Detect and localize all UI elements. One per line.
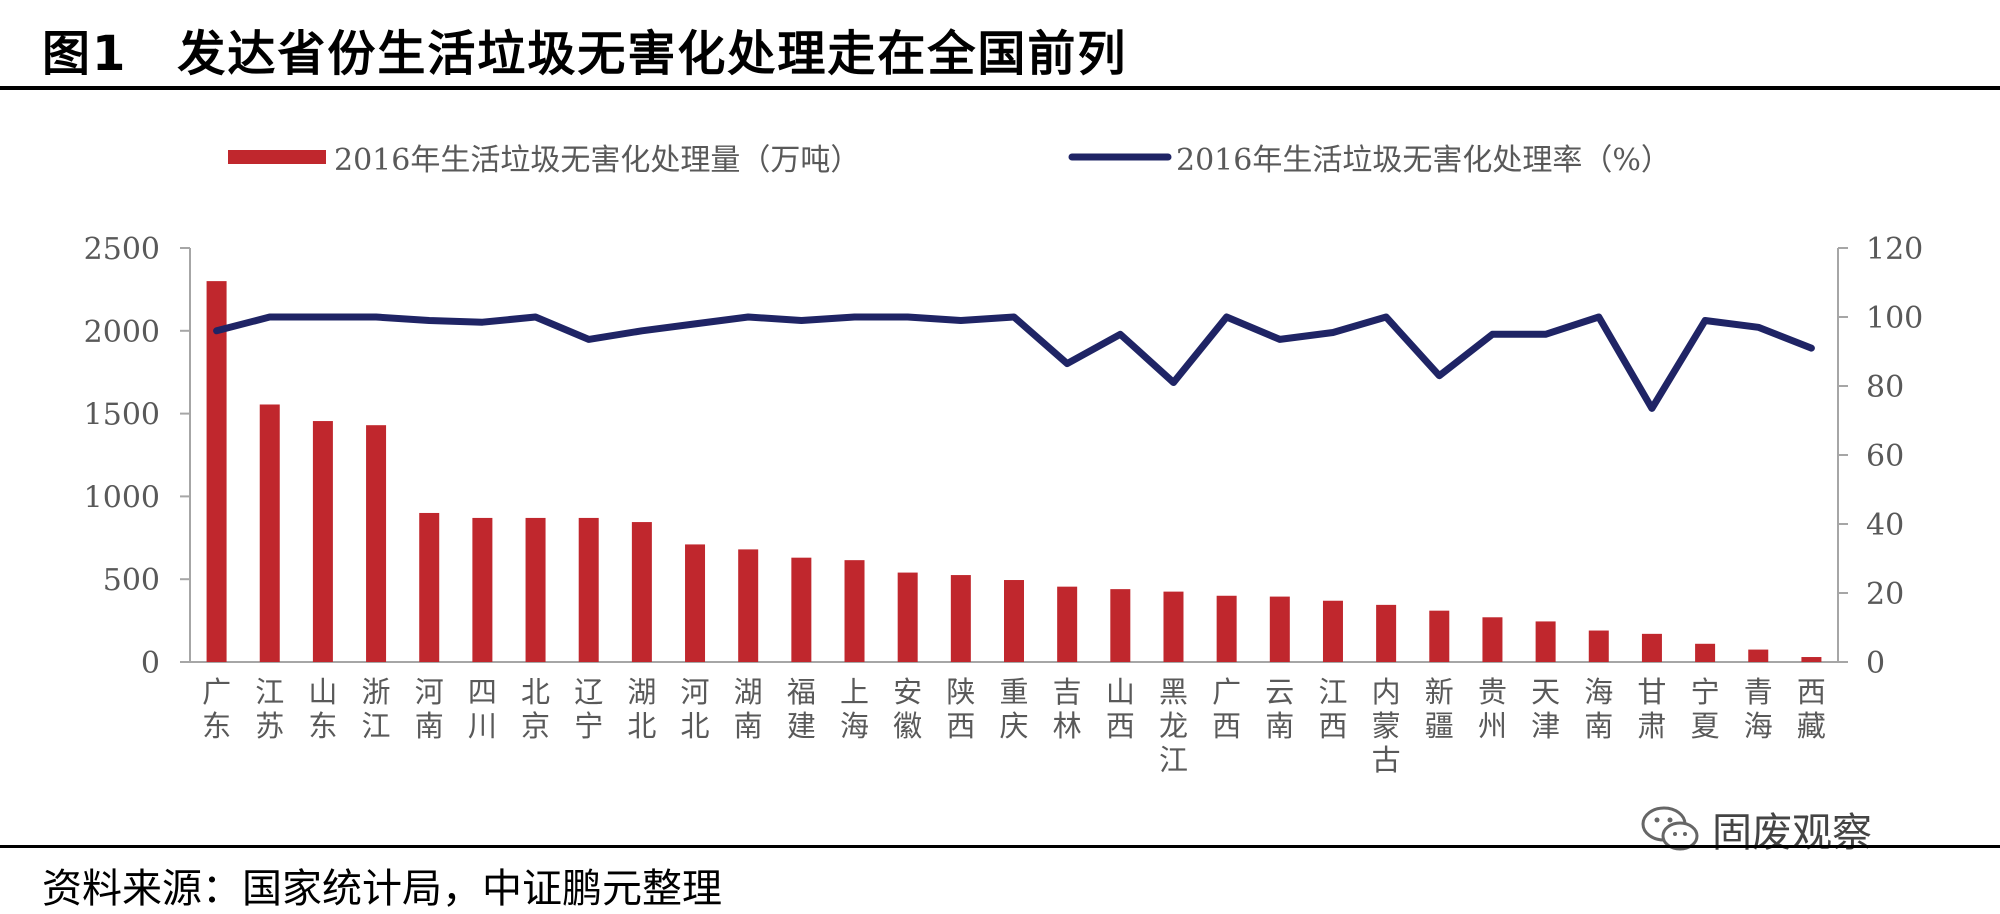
y-right-tick-label: 0 bbox=[1866, 646, 1885, 681]
bar bbox=[1588, 630, 1609, 662]
bar bbox=[259, 404, 280, 662]
bar bbox=[312, 421, 333, 662]
bar bbox=[1801, 657, 1822, 662]
legend-swatch-bar bbox=[228, 150, 326, 164]
bar bbox=[844, 560, 865, 662]
x-tick-label: 甘肃 bbox=[1637, 675, 1666, 743]
x-tick-label: 安徽 bbox=[893, 675, 922, 743]
bar bbox=[631, 522, 652, 662]
bar bbox=[685, 544, 706, 662]
x-tick-label: 山东 bbox=[308, 675, 337, 743]
x-tick-label: 四川 bbox=[468, 675, 497, 743]
wechat-icon bbox=[1641, 806, 1699, 851]
x-tick-label: 新疆 bbox=[1425, 675, 1454, 743]
watermark-text: 固废观察 bbox=[1712, 810, 1872, 856]
x-tick-label: 北京 bbox=[521, 675, 550, 743]
x-tick-label: 江苏 bbox=[255, 675, 284, 743]
top-rule bbox=[0, 86, 2000, 90]
x-tick-label: 重庆 bbox=[999, 675, 1028, 743]
figure-title: 图1 发达省份生活垃圾无害化处理走在全国前列 bbox=[42, 26, 1128, 82]
bar bbox=[1482, 617, 1503, 662]
bar bbox=[472, 517, 493, 662]
y-left-tick-label: 500 bbox=[103, 563, 160, 598]
x-tick-label: 云南 bbox=[1265, 675, 1294, 743]
bar bbox=[419, 512, 440, 662]
bar bbox=[1269, 596, 1290, 662]
bar bbox=[578, 517, 599, 662]
x-tick-label: 河南 bbox=[415, 675, 444, 743]
bar bbox=[1057, 586, 1078, 662]
bar bbox=[950, 575, 971, 662]
x-tick-label: 广东 bbox=[202, 675, 231, 743]
y-left-tick-label: 2500 bbox=[84, 232, 160, 267]
bar bbox=[1641, 633, 1662, 662]
x-tick-label: 上海 bbox=[840, 675, 869, 743]
bar bbox=[1376, 604, 1397, 662]
x-tick-label: 山西 bbox=[1106, 675, 1135, 743]
x-tick-label: 西藏 bbox=[1797, 675, 1826, 743]
bar bbox=[791, 557, 812, 662]
bottom-rule bbox=[0, 845, 2000, 848]
bar bbox=[1110, 589, 1131, 662]
y-left-tick-label: 1000 bbox=[84, 480, 160, 515]
x-tick-label: 海南 bbox=[1584, 675, 1613, 743]
bar bbox=[1322, 600, 1343, 662]
x-tick-label: 陕西 bbox=[946, 675, 975, 743]
y-left-tick-label: 2000 bbox=[84, 315, 160, 350]
x-tick-label: 广西 bbox=[1212, 675, 1241, 743]
bar bbox=[1535, 621, 1556, 662]
x-tick-label: 江西 bbox=[1318, 675, 1347, 743]
x-tick-label: 辽宁 bbox=[574, 675, 603, 743]
bar bbox=[525, 517, 546, 662]
x-tick-label: 宁夏 bbox=[1691, 675, 1720, 743]
x-tick-label: 吉林 bbox=[1053, 675, 1082, 743]
watermark: 固废观察 bbox=[1640, 800, 1872, 858]
rate-line bbox=[213, 313, 1815, 412]
legend-label-bar: 2016年生活垃圾无害化处理量（万吨） bbox=[334, 143, 860, 178]
bar bbox=[206, 281, 227, 662]
legend-label-line: 2016年生活垃圾无害化处理率（%） bbox=[1176, 143, 1671, 178]
bar bbox=[1163, 591, 1184, 662]
y-right-tick-label: 20 bbox=[1866, 577, 1904, 612]
x-tick-label: 浙江 bbox=[362, 675, 391, 743]
y-right-tick-label: 120 bbox=[1866, 232, 1923, 267]
source-note: 资料来源：国家统计局，中证鹏元整理 bbox=[42, 866, 722, 912]
y-right-tick-label: 40 bbox=[1866, 508, 1904, 543]
bar bbox=[897, 572, 918, 662]
y-left-tick-label: 1500 bbox=[84, 398, 160, 433]
y-right-tick-label: 100 bbox=[1866, 301, 1923, 336]
y-right-tick-label: 80 bbox=[1866, 370, 1904, 405]
x-tick-label: 贵州 bbox=[1478, 675, 1507, 743]
x-tick-label: 内蒙古 bbox=[1372, 675, 1401, 777]
bar bbox=[738, 549, 759, 662]
bar bbox=[1004, 580, 1024, 662]
bar bbox=[1748, 649, 1769, 662]
x-tick-label: 青海 bbox=[1744, 675, 1773, 743]
x-tick-label: 湖北 bbox=[627, 675, 656, 743]
x-tick-label: 福建 bbox=[787, 675, 816, 743]
x-tick-label: 天津 bbox=[1531, 675, 1560, 743]
bar bbox=[1695, 643, 1716, 662]
bar bbox=[1429, 610, 1450, 662]
y-left-tick-label: 0 bbox=[141, 646, 160, 681]
x-tick-label: 河北 bbox=[681, 675, 710, 743]
x-tick-label: 湖南 bbox=[734, 675, 763, 743]
x-tick-label: 黑龙江 bbox=[1159, 675, 1188, 777]
bar bbox=[1216, 595, 1237, 662]
y-right-tick-label: 60 bbox=[1866, 439, 1904, 474]
bar bbox=[366, 425, 387, 662]
